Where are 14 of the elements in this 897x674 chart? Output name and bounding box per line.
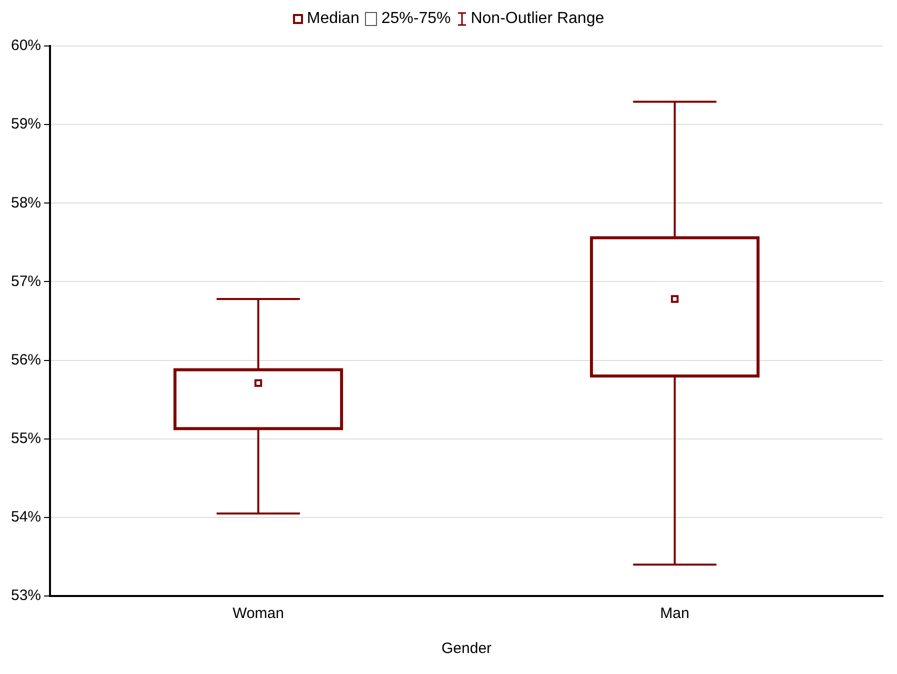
y-tick-label: 56% [10,351,42,368]
x-tick-label: Woman [232,605,284,622]
y-tick-label: 55% [10,430,42,447]
y-tick-label: 54% [10,508,42,526]
y-tick-label: 59% [10,116,42,133]
y-tick-label: 60% [10,37,42,54]
y-tick-label: 57% [10,272,42,290]
text: Median [306,10,360,28]
y-tick-label: 53% [10,587,42,604]
x-axis-title: Gender [441,640,492,658]
text: Non-Outlier Range [470,10,604,28]
y-tick-label: 58% [10,194,42,212]
x-tick-label: Man [660,605,690,622]
text: 25%-75% [381,10,451,28]
